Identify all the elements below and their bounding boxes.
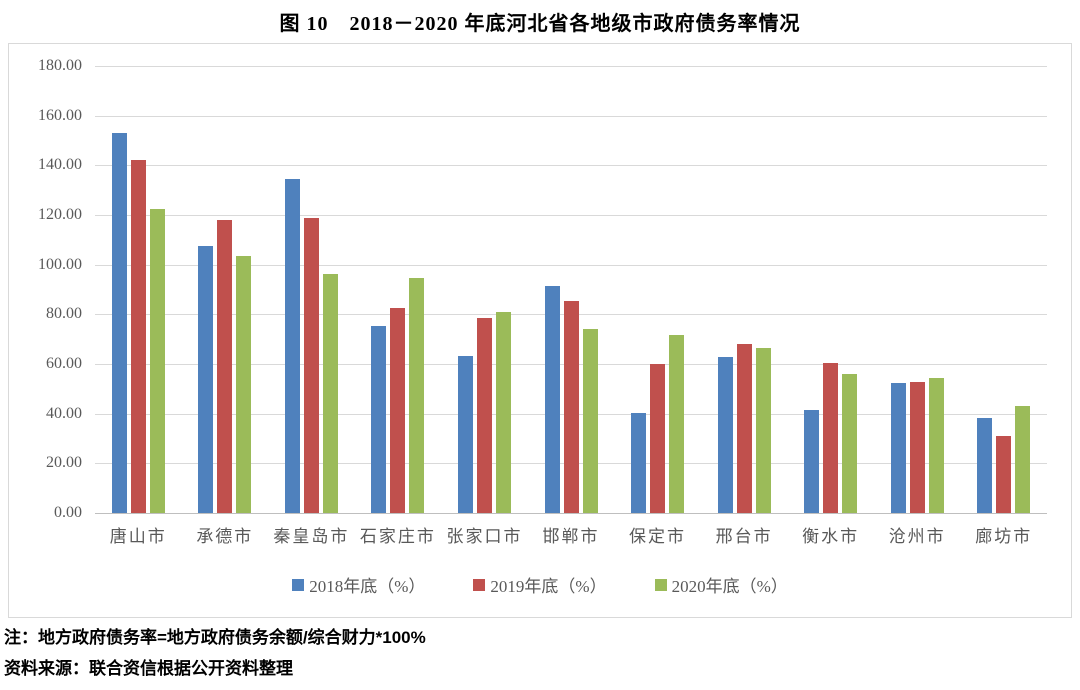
y-tick-label: 80.00	[46, 305, 82, 323]
bar	[717, 357, 733, 513]
legend-item: 2018年底（%）	[292, 572, 425, 597]
bar	[322, 273, 338, 513]
bar	[977, 417, 993, 513]
bar-groups	[95, 66, 1047, 513]
bar	[650, 364, 666, 513]
x-category-label: 衡水市	[802, 527, 860, 546]
x-category-label: 保定市	[629, 527, 687, 546]
bar-group	[874, 66, 961, 513]
chart-title: 图 10 2018－2020 年底河北省各地级市政府债务率情况	[279, 13, 801, 35]
bar-group	[528, 66, 615, 513]
source-line: 资料来源：联合资信根据公开资料整理	[4, 659, 293, 678]
bar	[390, 308, 406, 513]
bar	[149, 209, 165, 513]
y-tick-label: 120.00	[38, 205, 82, 223]
bar	[217, 220, 233, 513]
bar-group	[787, 66, 874, 513]
bar	[909, 382, 925, 513]
legend-item: 2020年底（%）	[654, 572, 788, 597]
legend-item: 2019年底（%）	[473, 572, 607, 597]
bar	[736, 343, 752, 513]
gridline	[95, 165, 1047, 167]
chart-legend: 2018年底（%） 2019年底（%） 2020年底（%）	[9, 572, 1071, 597]
bar	[457, 355, 473, 513]
bar	[495, 311, 511, 513]
y-tick-label: 40.00	[46, 404, 82, 422]
x-category-label: 廊坊市	[975, 527, 1033, 546]
bar	[996, 435, 1012, 513]
bar	[476, 317, 492, 513]
bar	[111, 133, 127, 513]
x-category-label: 邯郸市	[542, 527, 600, 546]
bar	[1015, 406, 1031, 513]
bar-group	[182, 66, 269, 513]
bar	[303, 217, 319, 513]
legend-marker-icon	[473, 578, 486, 591]
x-category-label: 张家口市	[446, 527, 523, 546]
bar-group	[701, 66, 788, 513]
bar	[928, 378, 944, 513]
gridline	[95, 66, 1047, 67]
bar	[544, 286, 560, 513]
footnotes: 注：地方政府债务率=地方政府债务余额/综合财力*100% 资料来源：联合资信根据…	[4, 622, 1074, 684]
bar	[371, 325, 387, 513]
legend-marker-icon	[292, 578, 305, 591]
x-category-label: 邢台市	[715, 527, 773, 546]
gridline	[95, 264, 1047, 266]
y-tick-label: 0.00	[54, 504, 82, 521]
x-category-label: 沧州市	[888, 527, 946, 546]
bar-group	[960, 66, 1047, 513]
legend-label: 2020年底（%）	[671, 577, 788, 596]
bar	[130, 160, 146, 513]
y-tick-label: 140.00	[38, 156, 82, 174]
gridline	[95, 115, 1047, 117]
bar	[823, 362, 839, 513]
bar	[284, 178, 300, 513]
y-tick-label: 160.00	[38, 106, 82, 124]
bar-group	[441, 66, 528, 513]
x-axis-labels: 唐山市 承德市 秦皇岛市 石家庄市 张家口市 邯郸市 保定市 邢台市 衡水市 沧州市 廊坊市	[95, 522, 1047, 547]
x-category-label: 石家庄市	[359, 527, 436, 546]
x-category-label: 唐山市	[109, 527, 167, 546]
x-category-label: 秦皇岛市	[273, 527, 350, 546]
bar-group	[355, 66, 442, 513]
bar	[409, 277, 425, 513]
y-tick-label: 60.00	[46, 354, 82, 372]
bar-group	[268, 66, 355, 513]
gridline	[95, 214, 1047, 216]
y-tick-label: 180.00	[38, 57, 82, 74]
chart-area: 180.00 160.00 140.00 120.00 100.00 80.00 60.00…	[8, 43, 1072, 618]
legend-label: 2019年底（%）	[490, 577, 607, 596]
x-category-label: 承德市	[196, 527, 254, 546]
bar	[890, 382, 906, 513]
bar	[236, 255, 252, 513]
y-tick-label: 20.00	[46, 454, 82, 472]
legend-marker-icon	[654, 578, 667, 591]
bar	[631, 412, 647, 513]
y-tick-label: 100.00	[38, 255, 82, 273]
bar	[563, 300, 579, 513]
bar	[582, 328, 598, 513]
note-line: 注：地方政府债务率=地方政府债务余额/综合财力*100%	[4, 628, 426, 647]
bar	[755, 347, 771, 513]
bar-group	[95, 66, 182, 513]
x-axis-line	[95, 513, 1047, 514]
legend-label: 2018年底（%）	[309, 577, 426, 596]
bar	[842, 374, 858, 513]
bar	[804, 409, 820, 513]
plot-area: 180.00 160.00 140.00 120.00 100.00 80.00 60.00…	[38, 57, 1047, 521]
bar-group	[614, 66, 701, 513]
bar	[669, 335, 685, 513]
bar	[198, 245, 214, 513]
